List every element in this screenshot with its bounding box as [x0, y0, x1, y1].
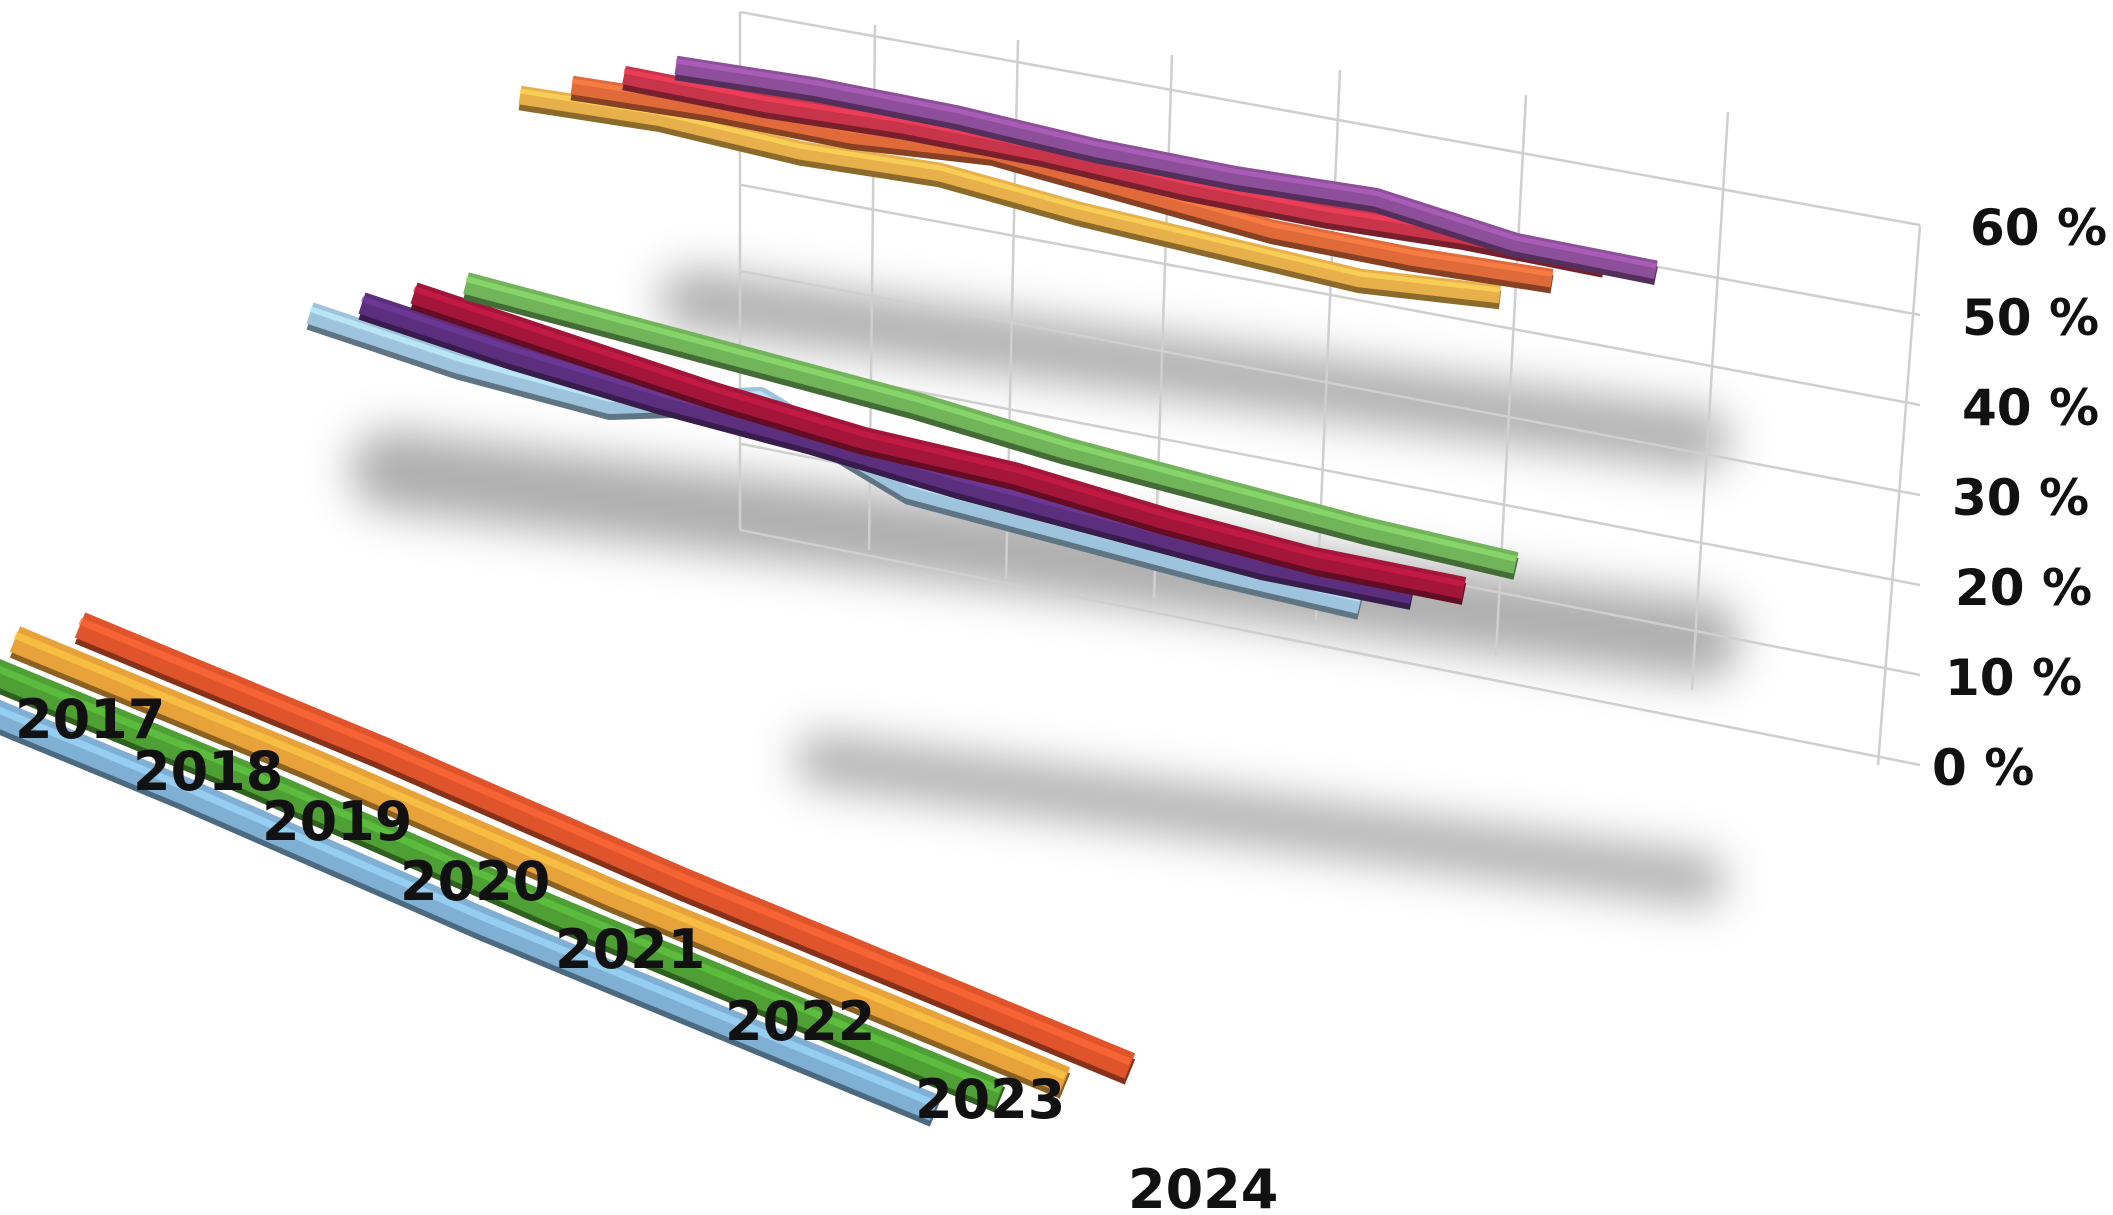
series-ribbon-highlight	[519, 88, 1501, 293]
series-ribbon	[0, 699, 941, 1127]
series-ribbon-highlight	[413, 286, 1465, 587]
x-category-label: 2019	[262, 790, 412, 853]
grid-vertical-line	[1690, 111, 1730, 691]
series-ribbon-highlight	[78, 617, 1132, 1066]
series-ribbon-top	[9, 626, 1071, 1093]
grid-horizontal-line	[739, 528, 1921, 767]
grid-horizontal-line	[739, 269, 1921, 497]
y-tick-label: 40 %	[1962, 379, 2099, 437]
floor-shadow	[795, 735, 1725, 905]
x-category-label: 2023	[915, 1068, 1065, 1131]
floor-shadows	[350, 270, 1740, 905]
series-ribbon-top	[0, 699, 941, 1121]
y-tick-label: 60 %	[1970, 199, 2107, 257]
series-ribbon-highlight	[465, 276, 1517, 562]
y-tick-label: 0 %	[1932, 739, 2034, 797]
series-ribbon	[74, 612, 1136, 1085]
x-category-label: 2021	[555, 918, 705, 981]
series-ribbon-top	[74, 612, 1136, 1079]
series-ribbon-top	[674, 55, 1658, 279]
axis-labels: 0 %10 %20 %30 %40 %50 %60 %2017201820192…	[15, 199, 2107, 1215]
grid-horizontal-line	[739, 10, 1921, 227]
x-category-label: 2022	[725, 990, 875, 1053]
series-ribbon	[518, 85, 1502, 310]
series-ribbon	[0, 658, 1006, 1113]
series-ribbon-top	[0, 658, 1006, 1107]
series-ribbon-top	[518, 85, 1502, 304]
grid-vertical-line	[1876, 224, 1922, 766]
series-ribbon	[410, 282, 1467, 605]
ribbons	[0, 55, 1658, 1127]
x-category-label: 2024	[1128, 1158, 1278, 1215]
floor-shadow	[660, 270, 1730, 470]
x-category-label: 2020	[400, 850, 550, 913]
x-category-label: 2017	[15, 688, 165, 751]
y-tick-label: 20 %	[1955, 559, 2092, 617]
y-tick-label: 50 %	[1962, 289, 2099, 347]
x-category-label: 2018	[133, 740, 283, 803]
grid-horizontal-line	[739, 356, 1921, 587]
series-ribbon-highlight	[0, 665, 1002, 1094]
series-ribbon	[9, 626, 1071, 1099]
y-tick-label: 30 %	[1952, 469, 2089, 527]
series-ribbon-highlight	[0, 706, 937, 1108]
series-ribbon	[463, 272, 1519, 580]
series-ribbon-top	[463, 272, 1519, 574]
series-ribbon	[674, 55, 1658, 285]
floor-shadow	[350, 430, 1740, 680]
grid-horizontal-line	[739, 183, 1921, 407]
series-ribbon-top	[410, 282, 1467, 599]
series-ribbon-highlight	[13, 631, 1067, 1080]
series-ribbon-highlight	[675, 58, 1657, 269]
y-tick-label: 10 %	[1945, 649, 2082, 707]
series-ribbon	[570, 75, 1554, 294]
